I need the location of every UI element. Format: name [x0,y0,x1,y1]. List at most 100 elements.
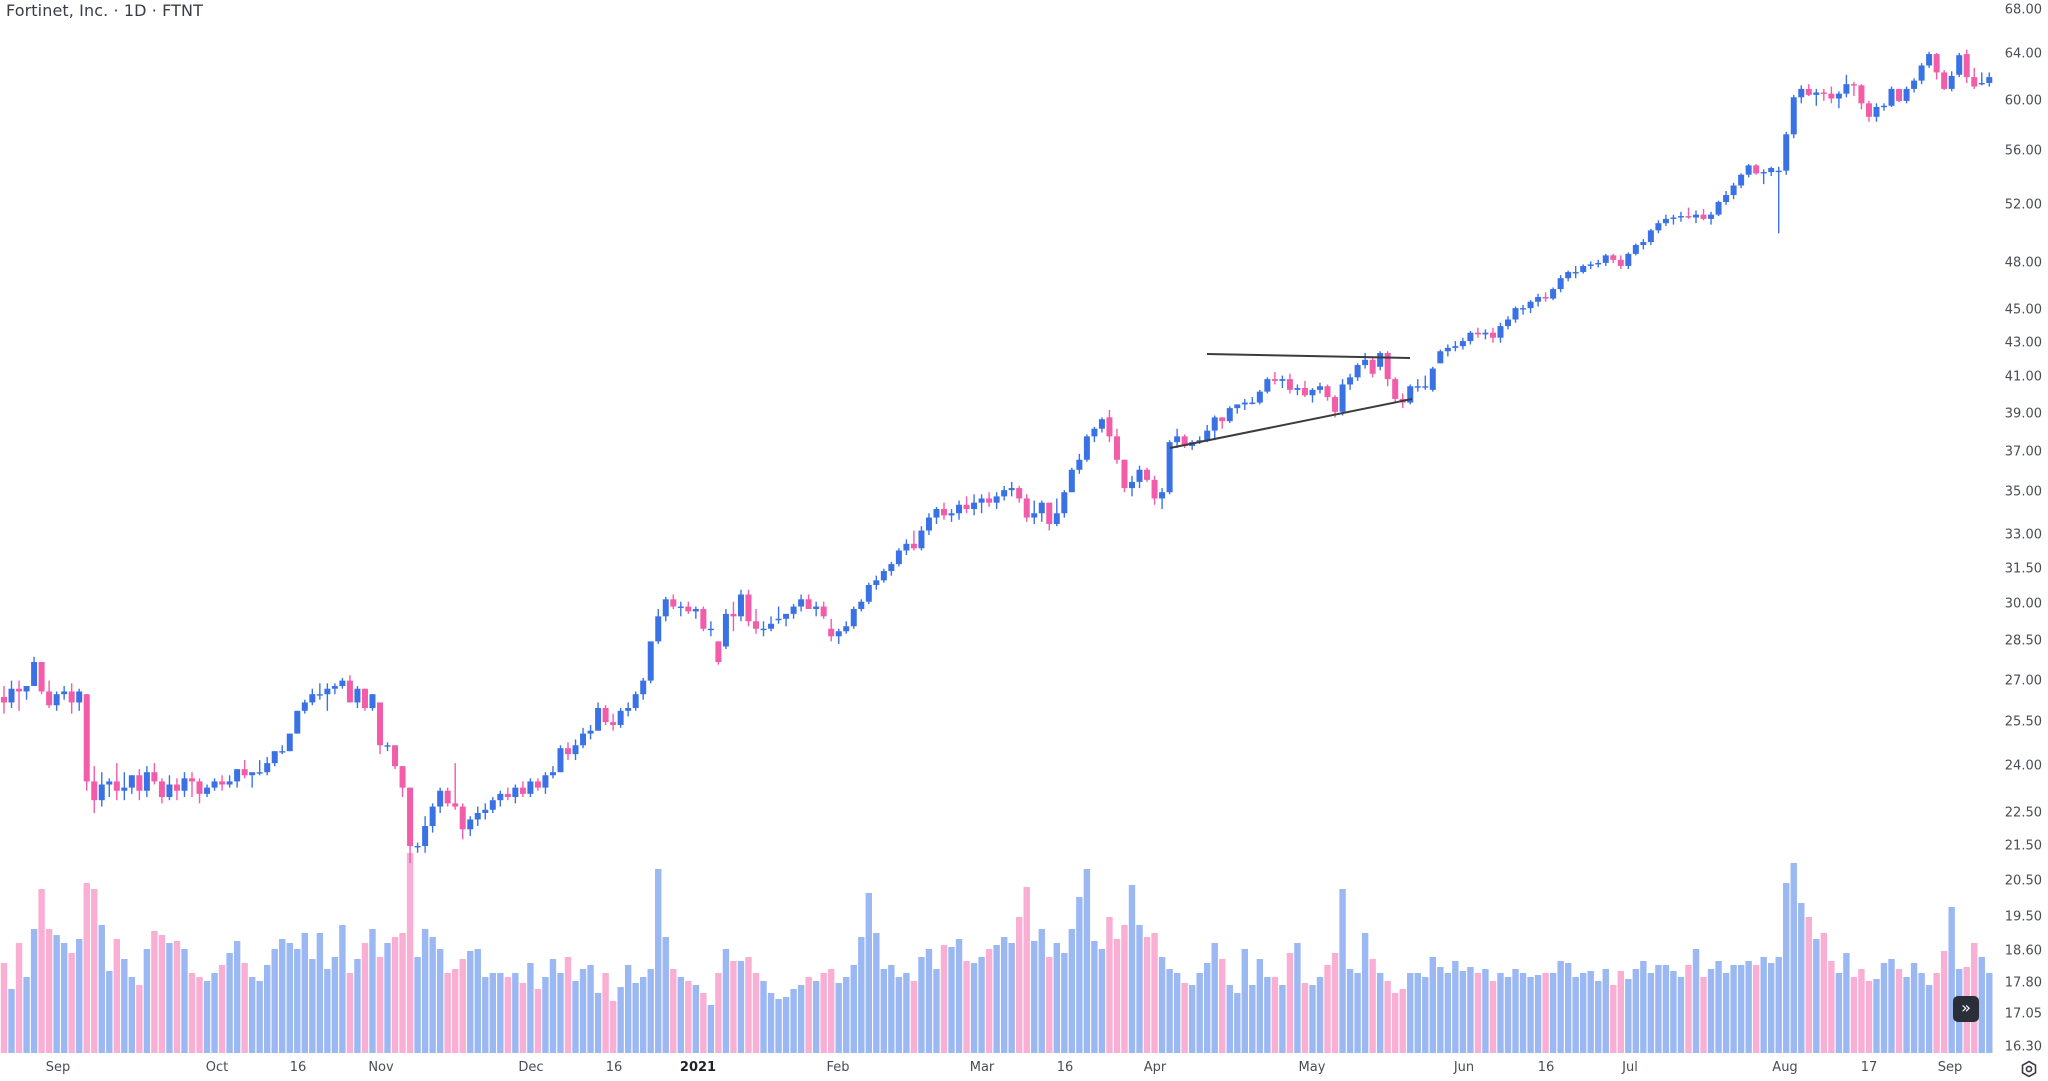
candle [1535,293,1542,307]
candle [918,526,925,551]
candle [271,751,278,767]
volume-bar [670,969,677,1053]
volume-bar [45,929,53,1053]
candle [1933,52,1940,80]
candle [444,787,451,807]
volume-bar [294,949,301,1053]
candle [1226,406,1233,424]
price-tick-label: 18.60 [2004,943,2042,959]
volume-bar [767,993,775,1053]
volume-bar [233,941,241,1053]
volume-bar [1188,985,1196,1053]
candle [354,686,361,709]
volume-bar [264,965,271,1053]
candle [1580,264,1587,274]
candle [1715,200,1722,217]
volume-bar [196,977,203,1053]
volume-bar [241,963,248,1053]
candle [1662,214,1669,227]
candle [1565,270,1572,282]
candle [256,760,263,776]
candle [662,596,669,622]
resistance-trendline[interactable] [1206,353,1411,359]
price-tick-label: 22.50 [2004,805,2042,821]
price-tick-label: 27.00 [2004,673,2042,689]
volume-bar [1023,887,1030,1053]
support-trendline[interactable] [1169,398,1413,449]
volume-bar [384,943,391,1053]
volume-bar [414,957,421,1053]
candle [865,582,872,605]
volume-bar [23,977,30,1053]
candle [1640,239,1647,250]
volume-bar [316,933,324,1053]
volume-bar [1858,969,1865,1053]
candle [783,613,790,627]
candle [1264,377,1271,394]
volume-bar [1715,961,1722,1053]
volume-bar [662,937,669,1053]
gear-icon[interactable] [2020,1060,2038,1078]
volume-bar [1016,917,1023,1053]
candle [1700,208,1707,221]
candle [1963,49,1970,83]
candle [294,710,301,734]
volume-bar [1895,969,1903,1053]
candle [572,739,579,761]
volume-bar [1805,917,1812,1053]
candle [1790,94,1797,139]
candle [753,608,759,634]
volume-bar [1685,965,1692,1053]
candle [1023,494,1030,522]
volume-bar [1098,949,1106,1053]
volume-bar [1707,969,1715,1053]
candle [16,680,23,711]
volume-bar [324,969,331,1053]
volume-bar [602,973,609,1053]
volume-bar [1549,973,1557,1053]
scroll-to-realtime-button[interactable]: » [1953,996,1979,1022]
time-tick-label: 17 [1860,1060,1878,1075]
volume-bars [0,853,1993,1053]
candle [1505,316,1511,330]
volume-bar [53,935,60,1053]
candle [925,513,932,535]
volume-bar [1204,963,1211,1053]
volume-bar [1068,929,1076,1053]
volume-bar [1467,967,1474,1053]
candle [68,683,75,714]
candle [1723,190,1730,205]
candle [971,494,978,516]
volume-bar [858,937,865,1053]
volume-bar [143,949,151,1053]
volume-bar [1226,985,1233,1053]
candle [1113,428,1120,464]
volume-bar [1775,957,1782,1053]
trendlines[interactable] [1169,353,1413,449]
candle [1098,417,1105,433]
candle [1617,255,1624,269]
volume-bar [1279,985,1286,1053]
candle [91,766,98,813]
candle [1956,52,1963,78]
price-tick-label: 21.50 [2004,838,2042,854]
candle [1392,377,1399,403]
candle [1557,275,1564,293]
volume-bar [850,965,857,1053]
volume-bar [399,933,406,1053]
volume-bar [1346,969,1354,1053]
candle [46,680,53,709]
volume-bar [369,929,376,1053]
candle [1422,375,1429,390]
candle [813,601,820,617]
candle [1978,72,1985,86]
volume-bar [1264,977,1271,1053]
candle [1813,88,1820,106]
candle [685,601,692,614]
candle [722,608,729,650]
candle [1211,415,1218,441]
volume-bar [1407,973,1414,1053]
volume-bar [1384,981,1391,1053]
price-tick-label: 43.00 [2004,335,2042,351]
